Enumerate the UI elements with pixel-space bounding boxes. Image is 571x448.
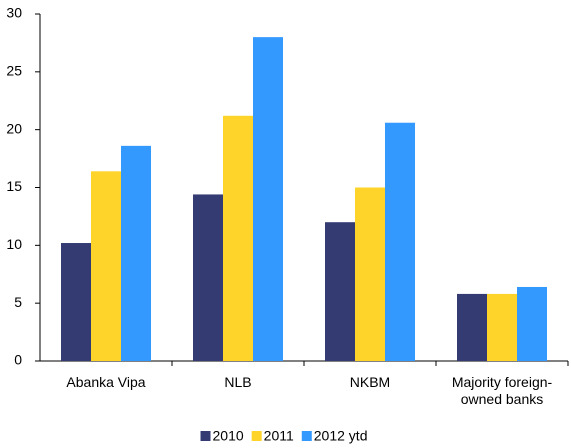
x-tick-label: Abanka Vipa (66, 374, 146, 390)
x-tick-label: Majority foreign-owned banks (451, 374, 553, 407)
bar (253, 37, 283, 362)
bar (193, 194, 223, 361)
bar (385, 122, 415, 361)
legend-swatch (301, 431, 312, 441)
bar (325, 222, 355, 361)
bar (457, 293, 487, 361)
x-tick-label: NKBM (349, 374, 391, 390)
bar (223, 115, 253, 361)
y-tick-label: 15 (6, 178, 22, 194)
bar (487, 293, 517, 361)
bar (355, 187, 385, 361)
legend-label: 2011 (264, 428, 294, 444)
legend: 2010 2011 2012 ytd (200, 428, 368, 444)
bar (91, 171, 121, 361)
bar (121, 145, 151, 361)
bar (61, 243, 91, 361)
legend-label: 2012 ytd (314, 428, 368, 444)
legend-swatch (200, 431, 211, 441)
y-tick-label: 5 (14, 294, 22, 310)
y-tick-label: 10 (6, 236, 22, 252)
y-tick-label: 20 (6, 120, 22, 136)
y-tick-label: 0 (14, 352, 22, 368)
bar (517, 286, 547, 361)
legend-swatch (251, 431, 262, 441)
y-tick-label: 25 (6, 63, 22, 79)
y-tick-label: 30 (6, 5, 22, 21)
x-tick-label: NLB (224, 374, 252, 390)
legend-label: 2010 (213, 428, 244, 444)
